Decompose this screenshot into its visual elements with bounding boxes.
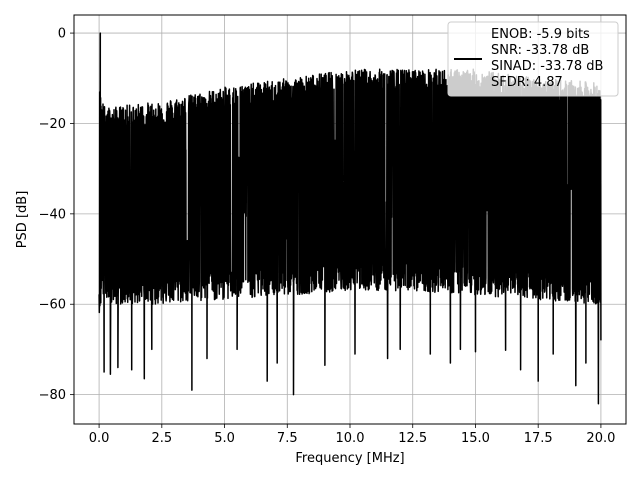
x-tick-label: 2.5: [151, 431, 172, 446]
series-layer: [98, 32, 602, 405]
legend-box: [447, 21, 619, 97]
legend-line-sfdr: SFDR: 4.87: [491, 75, 563, 90]
x-tick-label: 12.5: [398, 431, 427, 446]
y-tick-label: −20: [39, 117, 66, 132]
y-tick-label: −60: [39, 298, 66, 313]
y-tick-label: −80: [39, 388, 66, 403]
x-tick-label: 20.0: [586, 431, 615, 446]
y-axis-title: PSD [dB]: [15, 191, 30, 249]
x-tick-label: 15.0: [461, 431, 490, 446]
x-axis-title: Frequency [MHz]: [295, 451, 404, 466]
series-line: [98, 32, 602, 405]
x-tick-label: 10.0: [336, 431, 365, 446]
ticks: 0.0 2.5 5.0 7.5 10.0 12.5 15.0 17.5 20.0 0 −20 −40 −…: [39, 27, 616, 446]
axes-frame: [73, 14, 627, 425]
y-tick-label: −40: [39, 207, 66, 222]
x-tick-label: 5.0: [214, 431, 235, 446]
legend: ENOB: -5.9 bits SNR: -33.78 dB SINAD: -3…: [447, 21, 619, 97]
x-tick-label: 7.5: [277, 431, 298, 446]
legend-line-snr: SNR: -33.78 dB: [491, 43, 589, 58]
x-tick-label: 0.0: [89, 431, 110, 446]
y-tick-label: 0: [58, 27, 66, 42]
legend-line-sinad: SINAD: -33.78 dB: [491, 59, 603, 74]
x-tick-label: 17.5: [524, 431, 553, 446]
legend-line-enob: ENOB: -5.9 bits: [491, 27, 590, 42]
